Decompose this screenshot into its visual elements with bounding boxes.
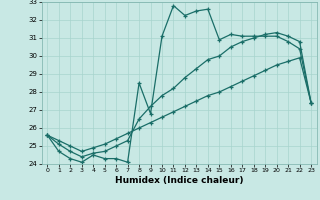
X-axis label: Humidex (Indice chaleur): Humidex (Indice chaleur) bbox=[115, 176, 244, 185]
